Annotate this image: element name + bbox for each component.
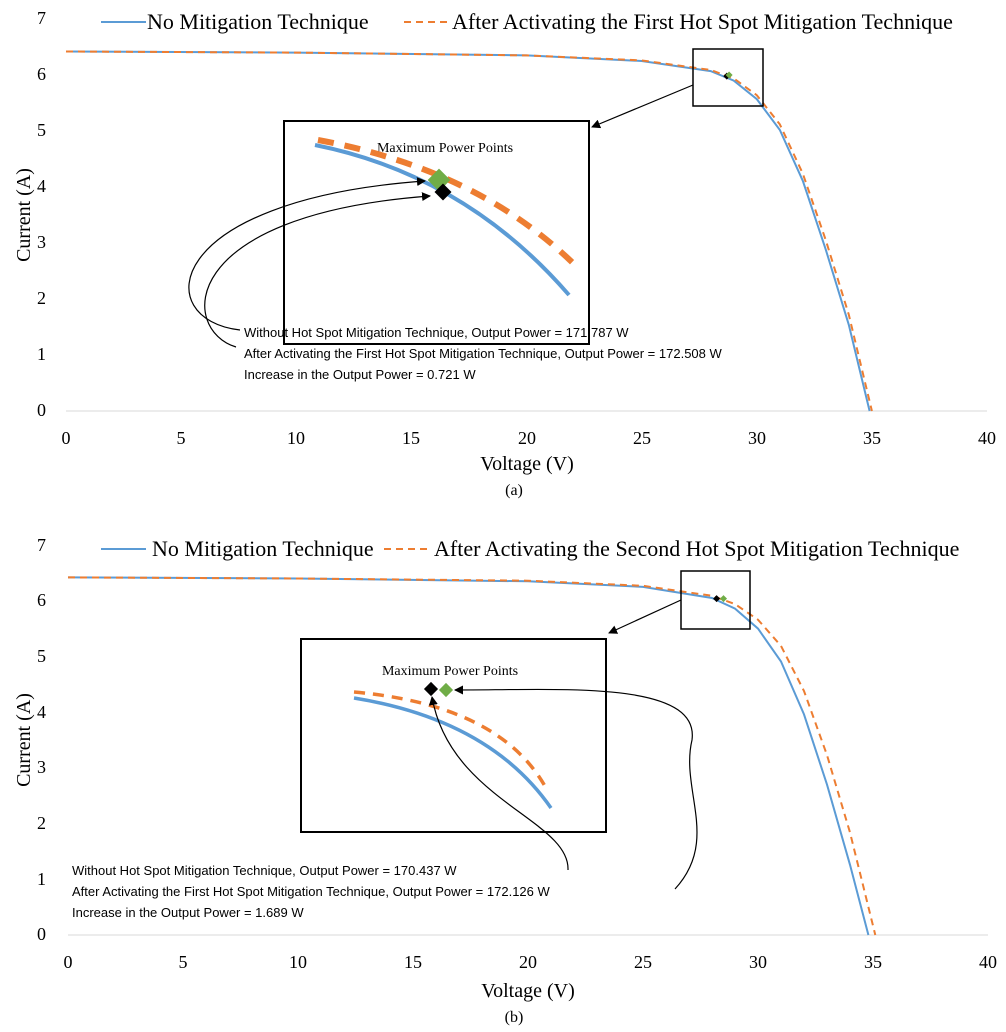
x-tick-label: 25: [634, 952, 652, 972]
x-tick-label: 35: [863, 428, 881, 448]
y-tick-label: 7: [37, 8, 46, 28]
y-tick-label: 2: [37, 288, 46, 308]
chart-b: 0 1 2 3 4 5 6 7 0 5 10 15 20 25 30 35 40…: [13, 535, 997, 1026]
y-tick-label: 1: [37, 344, 46, 364]
x-tick-label: 15: [402, 428, 420, 448]
annotation-increase: Increase in the Output Power = 1.689 W: [72, 905, 304, 920]
x-tick-label: 25: [633, 428, 651, 448]
y-tick-label: 7: [37, 535, 46, 555]
chart-a-legend: No Mitigation Technique After Activating…: [101, 9, 953, 34]
annotation-after: After Activating the First Hot Spot Miti…: [244, 346, 722, 361]
legend-label-no-mitigation: No Mitigation Technique: [152, 536, 374, 561]
chart-b-legend: No Mitigation Technique After Activating…: [101, 536, 959, 561]
chart-b-x-axis-label: Voltage (V): [481, 980, 575, 1002]
y-tick-label: 6: [37, 590, 46, 610]
chart-a: 0 1 2 3 4 5 6 7 0 5 10 15 20 25 30 35 40…: [13, 8, 996, 499]
chart-b-x-ticks: 0 5 10 15 20 25 30 35 40: [64, 952, 998, 972]
chart-b-inset: Maximum Power Points: [301, 639, 606, 832]
x-tick-label: 20: [518, 428, 536, 448]
y-tick-label: 0: [37, 400, 46, 420]
y-tick-label: 3: [37, 232, 46, 252]
x-tick-label: 20: [519, 952, 537, 972]
chart-a-x-axis-label: Voltage (V): [480, 453, 574, 475]
y-tick-label: 5: [37, 646, 46, 666]
y-tick-label: 2: [37, 813, 46, 833]
chart-b-annotations: Without Hot Spot Mitigation Technique, O…: [72, 863, 550, 920]
annotation-without: Without Hot Spot Mitigation Technique, O…: [72, 863, 457, 878]
legend-label-after: After Activating the Second Hot Spot Mit…: [434, 536, 959, 561]
x-tick-label: 10: [289, 952, 307, 972]
chart-b-y-ticks: 0 1 2 3 4 5 6 7: [37, 535, 46, 944]
x-tick-label: 5: [179, 952, 188, 972]
x-tick-label: 40: [979, 952, 997, 972]
chart-a-annotations: Without Hot Spot Mitigation Technique, O…: [244, 325, 722, 382]
inset-title: Maximum Power Points: [382, 664, 518, 679]
chart-b-caption: (b): [505, 1009, 524, 1026]
y-tick-label: 1: [37, 869, 46, 889]
annotation-without: Without Hot Spot Mitigation Technique, O…: [244, 325, 629, 340]
annotation-increase: Increase in the Output Power = 0.721 W: [244, 367, 476, 382]
x-tick-label: 10: [287, 428, 305, 448]
chart-a-y-axis-label: Current (A): [13, 168, 35, 262]
x-tick-label: 30: [748, 428, 766, 448]
y-tick-label: 6: [37, 64, 46, 84]
x-tick-label: 15: [404, 952, 422, 972]
zoom-arrow: [609, 600, 681, 633]
chart-a-caption: (a): [505, 482, 523, 499]
y-tick-label: 4: [37, 176, 46, 196]
x-tick-label: 30: [749, 952, 767, 972]
y-tick-label: 3: [37, 757, 46, 777]
y-tick-label: 0: [37, 924, 46, 944]
legend-label-after: After Activating the First Hot Spot Miti…: [452, 9, 953, 34]
inset-title: Maximum Power Points: [377, 141, 513, 156]
x-tick-label: 35: [864, 952, 882, 972]
x-tick-label: 0: [62, 428, 71, 448]
x-tick-label: 0: [64, 952, 73, 972]
y-tick-label: 5: [37, 120, 46, 140]
chart-a-y-ticks: 0 1 2 3 4 5 6 7: [37, 8, 46, 420]
x-tick-label: 40: [978, 428, 996, 448]
legend-label-no-mitigation: No Mitigation Technique: [147, 9, 369, 34]
chart-b-y-axis-label: Current (A): [13, 693, 35, 787]
annotation-after: After Activating the First Hot Spot Miti…: [72, 884, 550, 899]
x-tick-label: 5: [177, 428, 186, 448]
chart-a-x-ticks: 0 5 10 15 20 25 30 35 40: [62, 428, 997, 448]
y-tick-label: 4: [37, 702, 46, 722]
zoom-arrow: [592, 85, 693, 127]
chart-a-inset: Maximum Power Points: [284, 121, 589, 344]
